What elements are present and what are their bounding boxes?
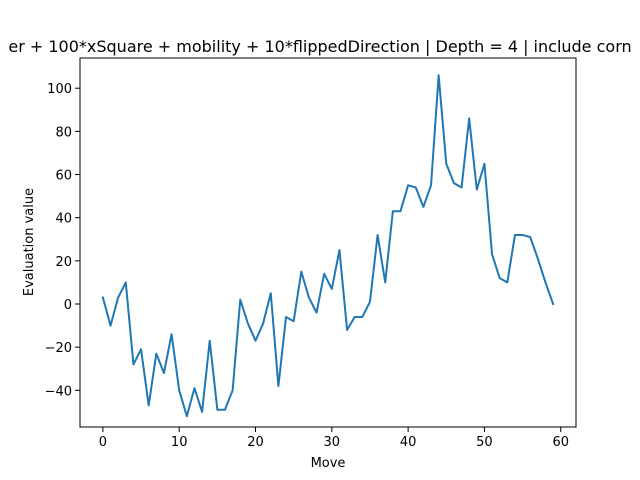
x-tick-label: 20 <box>247 435 264 450</box>
x-tick-label: 0 <box>99 435 107 450</box>
y-tick-label: 20 <box>55 255 72 270</box>
x-tick-label: 40 <box>400 435 417 450</box>
x-tick-label: 50 <box>476 435 493 450</box>
x-axis: 0 10 20 30 40 50 60 <box>99 427 569 450</box>
y-tick-label: −40 <box>45 384 72 399</box>
y-axis-label: Evaluation value <box>22 188 37 296</box>
y-tick-label: 0 <box>64 298 72 313</box>
x-axis-label: Move <box>311 456 346 471</box>
axes-frame <box>79 57 577 428</box>
y-tick-label: 60 <box>55 169 72 184</box>
y-tick-label: 80 <box>55 125 72 140</box>
series-line-0 <box>101 74 555 418</box>
y-tick-label: 100 <box>47 82 72 97</box>
y-tick-label: 40 <box>55 212 72 227</box>
y-tick-label: −20 <box>45 341 72 356</box>
y-axis: −40 −20 0 20 40 60 80 100 <box>45 82 80 399</box>
plot-area <box>79 57 577 428</box>
chart-title: er + 100*xSquare + mobility + 10*flipped… <box>8 37 631 56</box>
x-tick-label: 60 <box>552 435 569 450</box>
x-tick-label: 30 <box>324 435 341 450</box>
x-tick-label: 10 <box>171 435 188 450</box>
